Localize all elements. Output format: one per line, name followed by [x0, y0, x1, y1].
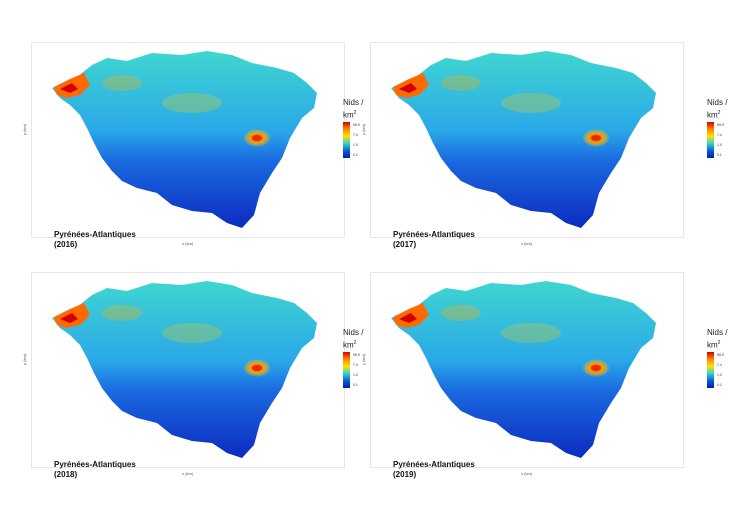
map-panel-2019: y (km) x (km) Pyrénées-Atlantiques (2019…: [357, 262, 687, 479]
region-name: Pyrénées-Atlantiques: [54, 460, 136, 469]
region-name: Pyrénées-Atlantiques: [54, 230, 136, 239]
legend-tick: 7.4: [353, 363, 358, 367]
legend-title: Nids /: [707, 98, 728, 107]
color-legend: Nids / km2 59.9 7.4 1.0 0.1: [707, 98, 741, 168]
map-plot: y (km) x (km) Pyrénées-Atlantiques (2018…: [22, 272, 345, 479]
legend-unit: km2: [343, 110, 357, 120]
region-year: (2016): [54, 240, 78, 249]
legend-title: Nids /: [343, 98, 364, 107]
legend-tick: 0.1: [353, 153, 358, 157]
legend-tick: 0.1: [353, 383, 358, 387]
region-year: (2019): [393, 470, 417, 479]
x-axis-label: x (km): [182, 471, 194, 476]
legend-color-bar: [343, 122, 350, 158]
legend-title: Nids /: [343, 328, 364, 337]
legend-color-bar: [343, 352, 350, 388]
legend-color-bar: [707, 352, 714, 388]
map-plot: y (km) x (km) Pyrénées-Atlantiques (2019…: [361, 272, 684, 479]
legend-tick: 59.9: [717, 353, 724, 357]
color-legend: Nids / km2 59.9 7.4 1.0 0.1: [343, 98, 377, 168]
region-year: (2018): [54, 470, 78, 479]
region-name: Pyrénées-Atlantiques: [393, 460, 475, 469]
legend-unit: km2: [343, 340, 357, 350]
x-axis-label: x (km): [521, 471, 533, 476]
legend-tick: 1.0: [353, 373, 358, 377]
density-map: [371, 43, 683, 237]
legend-unit: km2: [707, 110, 721, 120]
color-legend: Nids / km2 59.9 7.4 1.0 0.1: [707, 328, 741, 398]
density-map: [32, 273, 344, 467]
y-axis-label: y (km): [22, 123, 27, 135]
y-axis-label: y (km): [22, 353, 27, 365]
legend-tick: 59.9: [353, 353, 360, 357]
region-label: Pyrénées-Atlantiques (2016): [54, 230, 136, 250]
x-axis-label: x (km): [521, 241, 533, 246]
legend-tick: 7.4: [353, 133, 358, 137]
map-panel-2018: y (km) x (km) Pyrénées-Atlantiques (2018…: [18, 262, 348, 479]
region-label: Pyrénées-Atlantiques (2018): [54, 460, 136, 480]
legend-tick: 7.4: [717, 363, 722, 367]
legend-tick: 1.0: [353, 143, 358, 147]
legend-tick: 0.1: [717, 153, 722, 157]
legend-title: Nids /: [707, 328, 728, 337]
legend-tick: 0.1: [717, 383, 722, 387]
map-plot: y (km) x (km) Pyrénées-Atlantiques (2016…: [22, 42, 345, 249]
region-year: (2017): [393, 240, 417, 249]
map-plot: y (km) x (km) Pyrénées-Atlantiques (2017…: [361, 42, 684, 249]
legend-tick: 59.9: [717, 123, 724, 127]
legend-tick: 59.9: [353, 123, 360, 127]
map-panel-2017: y (km) x (km) Pyrénées-Atlantiques (2017…: [357, 32, 687, 249]
legend-tick: 1.0: [717, 143, 722, 147]
x-axis-label: x (km): [182, 241, 194, 246]
legend-color-bar: [707, 122, 714, 158]
map-panel-2016: y (km) x (km) Pyrénées-Atlantiques (2016…: [18, 32, 348, 249]
region-name: Pyrénées-Atlantiques: [393, 230, 475, 239]
legend-tick: 1.0: [717, 373, 722, 377]
density-map: [32, 43, 344, 237]
color-legend: Nids / km2 59.9 7.4 1.0 0.1: [343, 328, 377, 398]
region-label: Pyrénées-Atlantiques (2019): [393, 460, 475, 480]
legend-unit: km2: [707, 340, 721, 350]
density-map: [371, 273, 683, 467]
region-label: Pyrénées-Atlantiques (2017): [393, 230, 475, 250]
legend-tick: 7.4: [717, 133, 722, 137]
